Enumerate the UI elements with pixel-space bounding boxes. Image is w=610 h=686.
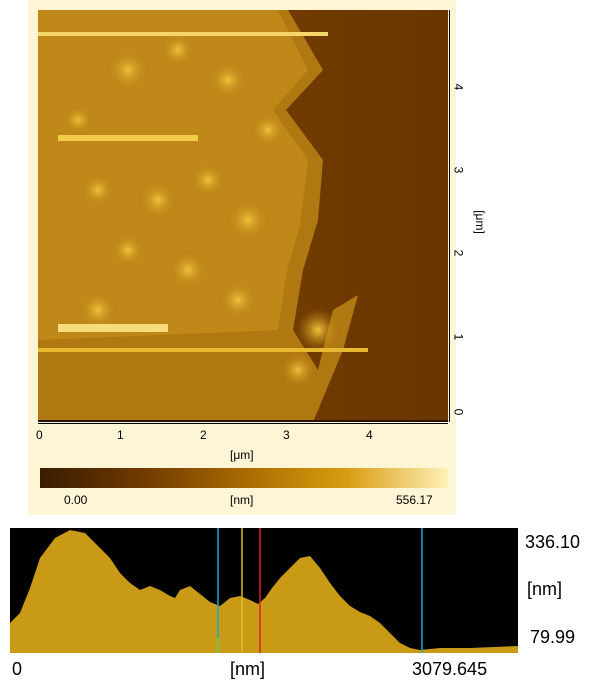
colorbar-min-label: 0.00: [64, 493, 88, 507]
profile-y-unit-label: [nm]: [527, 579, 563, 599]
height-profile-plot[interactable]: [10, 528, 518, 653]
afm-topography-image[interactable]: [38, 10, 448, 422]
profile-y-min-label: 79.99: [530, 627, 576, 647]
x-tick-label: 1: [117, 428, 124, 442]
image-y-axis-line: [449, 10, 450, 422]
colorbar-max-label: 556.17: [396, 493, 433, 507]
x-tick-label: 0: [36, 428, 43, 442]
x-axis-unit: [μm]: [230, 448, 254, 462]
y-tick-label: 2: [451, 249, 466, 257]
y-tick-label: 0: [451, 408, 466, 416]
profile-x-unit-label: [nm]: [230, 659, 266, 679]
x-tick-label: 2: [200, 428, 207, 442]
profile-x-min-label: 0: [12, 659, 23, 679]
y-tick-label: 3: [451, 166, 466, 174]
y-tick-label: 1: [451, 333, 466, 341]
profile-x-max-label: 3079.645: [412, 659, 488, 679]
colorbar-unit-label: [nm]: [230, 493, 254, 507]
y-tick-label: 4: [451, 83, 466, 91]
x-tick-label: 3: [283, 428, 290, 442]
x-tick-label: 4: [366, 428, 373, 442]
color-scale-bar: [40, 468, 448, 488]
profile-y-max-label: 336.10: [525, 532, 581, 552]
image-x-axis-line: [38, 423, 448, 424]
y-axis-unit: [μm]: [472, 210, 487, 234]
